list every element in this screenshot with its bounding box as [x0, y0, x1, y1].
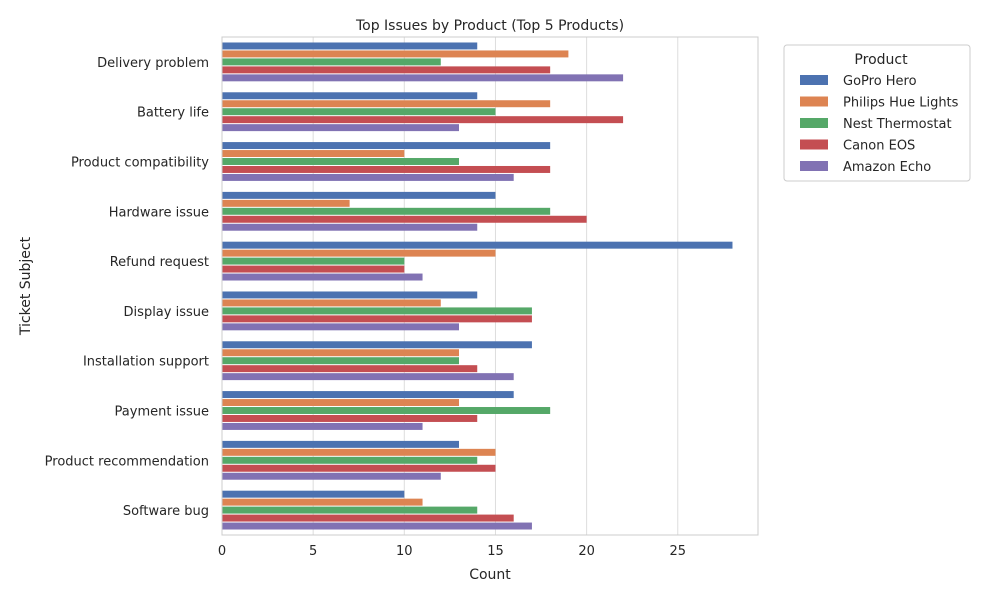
- bar: [222, 373, 514, 381]
- bar: [222, 50, 569, 58]
- bar: [222, 365, 478, 373]
- legend-label: Canon EOS: [843, 139, 915, 154]
- bars-group: [222, 42, 733, 530]
- bar: [222, 440, 460, 448]
- bar: [222, 464, 496, 472]
- y-tick-label: Refund request: [110, 255, 209, 270]
- y-tick-label: Software bug: [123, 504, 209, 519]
- legend-label: GoPro Hero: [843, 74, 917, 89]
- bar: [222, 241, 733, 249]
- bar: [222, 92, 478, 100]
- bar: [222, 165, 551, 173]
- x-tick-label: 10: [396, 544, 413, 559]
- bar: [222, 150, 405, 158]
- plot-frame: [221, 36, 759, 536]
- x-tick-label: 5: [309, 544, 317, 559]
- legend: Product GoPro Hero Philips Hue Lights Nest…: [783, 44, 971, 182]
- y-tick-label: Product recommendation: [45, 454, 209, 469]
- bar: [222, 514, 514, 522]
- bar: [222, 199, 350, 207]
- bar: [222, 391, 514, 399]
- bar: [222, 323, 460, 331]
- bar: [222, 273, 423, 281]
- x-tick-label: 20: [578, 544, 595, 559]
- bar: [222, 407, 551, 414]
- y-tick-label: Hardware issue: [109, 205, 209, 220]
- bar: [222, 215, 587, 223]
- bar: [222, 265, 405, 273]
- y-axis-label: Ticket Subject: [18, 236, 34, 336]
- y-tick-label: Installation support: [83, 355, 209, 370]
- bar: [222, 191, 496, 199]
- legend-swatch: [800, 161, 828, 171]
- legend-label: Amazon Echo: [843, 160, 931, 175]
- bar: [222, 506, 478, 514]
- legend-swatch: [800, 96, 828, 107]
- bar: [222, 66, 551, 74]
- x-axis-label: Count: [469, 567, 511, 583]
- chart-title: Top Issues by Product (Top 5 Products): [355, 18, 624, 34]
- bar: [222, 399, 460, 407]
- bar: [222, 116, 624, 124]
- bar: [222, 42, 478, 50]
- bar: [222, 158, 460, 165]
- y-tick-label: Battery life: [137, 106, 209, 121]
- x-tick-labels: 0 5 10 15 20 25: [218, 544, 686, 559]
- legend-swatch: [800, 75, 828, 85]
- y-tick-label: Delivery problem: [97, 56, 209, 71]
- y-tick-label: Payment issue: [115, 405, 209, 420]
- legend-swatch: [800, 139, 828, 150]
- bar: [222, 522, 532, 530]
- legend-label: Nest Thermostat: [843, 117, 952, 132]
- bar: [222, 100, 551, 108]
- bar: [222, 207, 551, 215]
- bar: [222, 349, 460, 357]
- bar: [222, 472, 441, 480]
- legend-box: [783, 44, 971, 182]
- bar: [222, 307, 532, 315]
- bar: [222, 223, 478, 231]
- bar: [222, 490, 405, 498]
- bar: [222, 58, 441, 66]
- bar: [222, 142, 551, 150]
- legend-swatch: [800, 118, 828, 128]
- bar: [222, 456, 478, 464]
- bar: [222, 299, 441, 307]
- legend-items: GoPro Hero Philips Hue Lights Nest Thermos…: [800, 74, 959, 175]
- bar: [222, 414, 478, 422]
- x-tick-label: 15: [487, 544, 504, 559]
- bar: [222, 448, 496, 456]
- bar: [222, 422, 423, 430]
- bar: [222, 249, 496, 257]
- y-tick-labels: Delivery problem Battery life Product comp…: [45, 56, 210, 519]
- bar: [222, 257, 405, 265]
- y-tick-label: Display issue: [124, 305, 209, 320]
- x-tick-label: 25: [670, 544, 687, 559]
- bar: [222, 124, 460, 132]
- bar: [222, 357, 460, 365]
- bar: [222, 291, 478, 299]
- bar: [222, 315, 532, 323]
- y-tick-label: Product compatibility: [71, 156, 209, 171]
- bar: [222, 74, 624, 82]
- legend-title: Product: [854, 52, 908, 68]
- legend-label: Philips Hue Lights: [843, 96, 959, 111]
- x-tick-label: 0: [218, 544, 226, 559]
- bar: [222, 341, 532, 349]
- bar: [222, 108, 496, 116]
- bar: [222, 498, 423, 506]
- bar: [222, 173, 514, 181]
